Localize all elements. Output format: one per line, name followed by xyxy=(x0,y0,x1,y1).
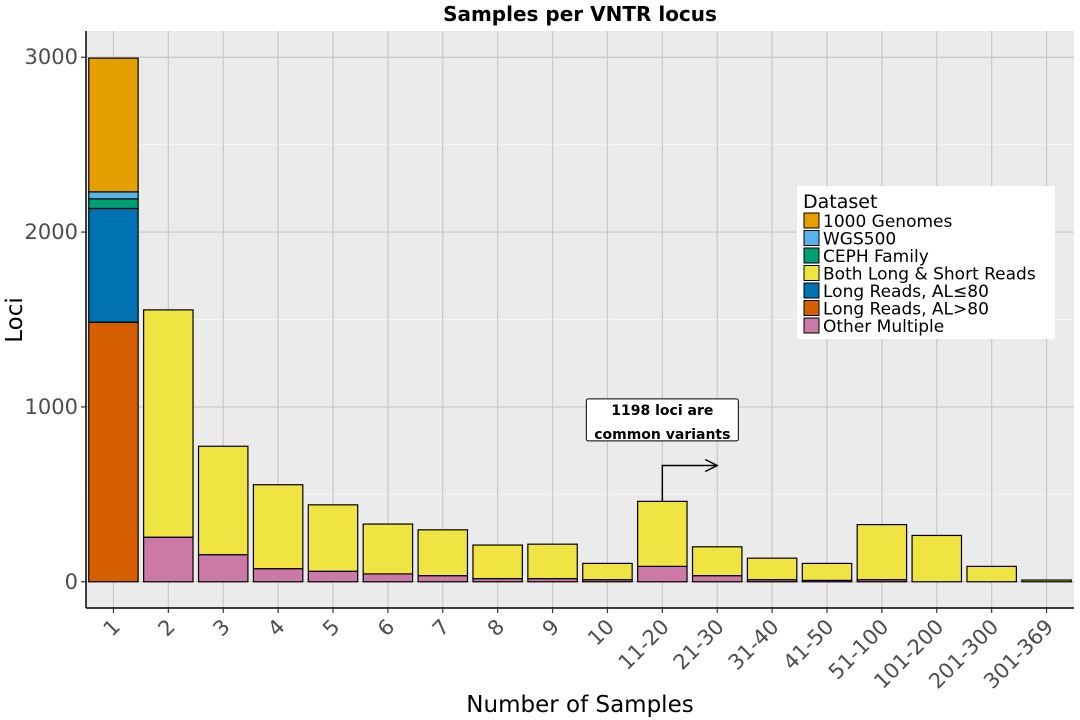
bar-segment xyxy=(417,575,469,583)
legend-swatch xyxy=(803,265,820,281)
bar-segment xyxy=(527,543,578,580)
x-tick-label: 10 xyxy=(583,615,619,651)
bar-segment xyxy=(88,321,139,583)
x-axis-title: Number of Samples xyxy=(466,692,693,718)
bar-segment xyxy=(362,523,414,575)
x-tick-label: 7 xyxy=(428,615,454,641)
annotation-arrow xyxy=(661,464,718,502)
legend-label: Long Reads, AL>80 xyxy=(823,300,989,320)
bar-segment xyxy=(307,570,359,583)
x-tick-label: 3 xyxy=(208,615,234,641)
bar-segment xyxy=(197,554,249,583)
bar-segment xyxy=(88,207,139,323)
x-tick-label: 9 xyxy=(538,615,564,641)
bar-segment xyxy=(637,500,688,567)
bar-segment xyxy=(691,546,743,577)
bars xyxy=(88,57,1072,583)
x-tick-label: 5 xyxy=(318,615,344,641)
bar-segment xyxy=(911,534,963,583)
legend-box xyxy=(797,186,1055,339)
x-tick-label: 8 xyxy=(483,615,509,641)
y-tick-label: 1000 xyxy=(25,395,78,419)
annotation: 1198 loci are common variants xyxy=(585,398,739,502)
y-tick-label: 3000 xyxy=(25,45,78,69)
annotation-box xyxy=(585,398,739,442)
bar-segment xyxy=(88,198,139,210)
bar-segment xyxy=(582,562,633,581)
y-tick-labels: 0 1000 2000 3000 xyxy=(25,45,86,594)
bar-segment xyxy=(143,536,194,583)
bar-segment xyxy=(252,568,304,583)
bar-segment xyxy=(746,557,798,581)
legend-swatch xyxy=(803,230,820,246)
y-tick-label: 2000 xyxy=(25,220,78,244)
x-tick-labels: 1 2 3 4 5 6 7 8 9 1011-2021-3031-4041-5051-100101… xyxy=(99,608,1058,694)
legend-title: Dataset xyxy=(803,191,877,213)
annotation-text: 1198 loci are xyxy=(611,403,713,419)
y-axis-title: Loci xyxy=(2,297,28,343)
legend-label: Both Long & Short Reads xyxy=(823,265,1036,285)
bar-segment xyxy=(801,562,853,581)
legend-swatch xyxy=(803,282,820,299)
legend-swatch xyxy=(803,212,820,229)
bar-segment xyxy=(252,484,304,570)
legend-swatch xyxy=(803,300,820,316)
bar-segment xyxy=(307,504,359,572)
x-tick-label: 31-40 xyxy=(724,615,784,675)
annotation-arrow-head xyxy=(704,458,719,473)
bar-segment xyxy=(637,565,688,583)
bar-segment xyxy=(197,445,249,556)
axes xyxy=(85,31,1074,609)
legend-label: Other Multiple xyxy=(823,317,944,337)
legend-label: Long Reads, AL≤80 xyxy=(823,282,989,302)
legend-swatch xyxy=(803,317,820,334)
bar-segment xyxy=(417,529,469,577)
bar-segment xyxy=(1021,579,1072,583)
bar-segment xyxy=(362,573,414,583)
legend-label: WGS500 xyxy=(823,230,896,250)
bar-segment xyxy=(472,544,523,580)
y-tick-label: 0 xyxy=(65,570,78,594)
annotation-text: common variants xyxy=(594,427,730,443)
bar-segment xyxy=(88,57,139,193)
x-tick-label: 2 xyxy=(153,615,179,641)
bar-segment xyxy=(966,565,1017,583)
legend-label: CEPH Family xyxy=(823,247,929,267)
bar-segment xyxy=(856,523,908,581)
x-tick-label: 4 xyxy=(263,615,289,641)
x-tick-label: 1 xyxy=(99,615,125,641)
legend-label: 1000 Genomes xyxy=(823,212,952,232)
x-tick-label: 6 xyxy=(373,615,399,641)
bar-segment xyxy=(88,191,139,200)
legend-swatch xyxy=(803,247,820,264)
x-tick-label: 11-20 xyxy=(614,615,674,675)
chart-title: Samples per VNTR locus xyxy=(443,2,717,26)
bar-segment xyxy=(691,575,743,583)
x-tick-label: 21-30 xyxy=(669,615,729,675)
bar-segment xyxy=(143,309,194,538)
